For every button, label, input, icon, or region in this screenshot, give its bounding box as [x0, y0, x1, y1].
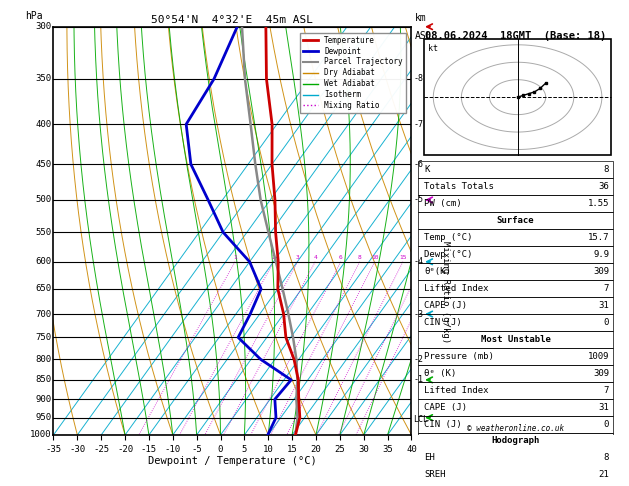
Bar — [418, 331, 613, 348]
Text: 1.55: 1.55 — [587, 199, 609, 208]
Text: 8: 8 — [358, 255, 362, 260]
Text: Mixing Ratio (g/kg): Mixing Ratio (g/kg) — [441, 241, 450, 343]
Text: 850: 850 — [36, 375, 52, 384]
Text: 0: 0 — [604, 318, 609, 327]
Text: 400: 400 — [36, 120, 52, 129]
Text: Lifted Index: Lifted Index — [424, 386, 489, 395]
Text: 7: 7 — [604, 284, 609, 293]
Text: 900: 900 — [36, 395, 52, 404]
Bar — [418, 212, 613, 229]
Bar — [418, 467, 613, 484]
Text: Hodograph: Hodograph — [491, 436, 540, 446]
Text: 700: 700 — [36, 310, 52, 318]
Text: LCL: LCL — [413, 415, 428, 424]
Text: Pressure (mb): Pressure (mb) — [424, 352, 494, 361]
Text: 7: 7 — [604, 386, 609, 395]
Bar — [418, 348, 613, 365]
Title: 50°54'N  4°32'E  45m ASL: 50°54'N 4°32'E 45m ASL — [152, 15, 313, 25]
Text: PW (cm): PW (cm) — [424, 199, 462, 208]
Text: Lifted Index: Lifted Index — [424, 284, 489, 293]
Bar — [418, 416, 613, 433]
Text: 1009: 1009 — [587, 352, 609, 361]
Text: 10: 10 — [371, 255, 379, 260]
Text: EH: EH — [424, 453, 435, 463]
Bar — [418, 365, 613, 382]
Text: CAPE (J): CAPE (J) — [424, 402, 467, 412]
Text: 750: 750 — [36, 333, 52, 342]
Text: 309: 309 — [593, 369, 609, 378]
Bar — [418, 433, 613, 450]
Text: 31: 31 — [598, 402, 609, 412]
Text: θᵉ(K): θᵉ(K) — [424, 267, 451, 276]
Text: CAPE (J): CAPE (J) — [424, 301, 467, 310]
Bar — [418, 314, 613, 331]
Text: Dewp (°C): Dewp (°C) — [424, 250, 472, 259]
Text: -5: -5 — [413, 195, 423, 205]
Text: 31: 31 — [598, 301, 609, 310]
Text: 8: 8 — [604, 453, 609, 463]
Text: hPa: hPa — [25, 11, 42, 20]
Text: Most Unstable: Most Unstable — [481, 335, 550, 344]
Text: 300: 300 — [36, 22, 52, 31]
Text: K: K — [424, 165, 430, 174]
Text: 450: 450 — [36, 160, 52, 169]
Text: -7: -7 — [413, 120, 423, 129]
Text: 800: 800 — [36, 355, 52, 364]
Text: -1: -1 — [413, 375, 423, 384]
Text: 4: 4 — [313, 255, 317, 260]
Bar — [418, 382, 613, 399]
Bar — [418, 484, 613, 486]
Text: 650: 650 — [36, 284, 52, 294]
Bar — [418, 229, 613, 246]
Bar — [424, 39, 611, 156]
Text: 9.9: 9.9 — [593, 250, 609, 259]
Text: 15.7: 15.7 — [587, 233, 609, 242]
Bar — [418, 246, 613, 263]
Text: -4: -4 — [413, 257, 423, 266]
Text: 1000: 1000 — [30, 431, 52, 439]
Text: 0: 0 — [604, 419, 609, 429]
Bar — [418, 195, 613, 212]
Text: 950: 950 — [36, 413, 52, 422]
Text: SREH: SREH — [424, 470, 445, 479]
Text: ASL: ASL — [415, 31, 433, 41]
Text: 550: 550 — [36, 228, 52, 237]
Text: 8: 8 — [604, 165, 609, 174]
Text: km: km — [415, 13, 426, 23]
Text: 500: 500 — [36, 195, 52, 205]
Text: Totals Totals: Totals Totals — [424, 182, 494, 191]
Text: CIN (J): CIN (J) — [424, 419, 462, 429]
Text: θᵉ (K): θᵉ (K) — [424, 369, 456, 378]
Bar — [418, 450, 613, 467]
Text: 309: 309 — [593, 267, 609, 276]
Text: 08.06.2024  18GMT  (Base: 18): 08.06.2024 18GMT (Base: 18) — [425, 31, 606, 41]
Bar — [418, 280, 613, 297]
Text: Temp (°C): Temp (°C) — [424, 233, 472, 242]
Text: 36: 36 — [598, 182, 609, 191]
Text: -3: -3 — [413, 310, 423, 318]
Text: 3: 3 — [296, 255, 299, 260]
Bar — [418, 178, 613, 195]
Bar — [418, 399, 613, 416]
Text: kt: kt — [428, 44, 438, 53]
Text: -6: -6 — [413, 160, 423, 169]
Legend: Temperature, Dewpoint, Parcel Trajectory, Dry Adiabat, Wet Adiabat, Isotherm, Mi: Temperature, Dewpoint, Parcel Trajectory… — [299, 33, 406, 113]
Text: 2: 2 — [272, 255, 276, 260]
Text: CIN (J): CIN (J) — [424, 318, 462, 327]
Text: 21: 21 — [598, 470, 609, 479]
Text: 6: 6 — [339, 255, 343, 260]
Bar — [418, 263, 613, 280]
Text: 350: 350 — [36, 74, 52, 84]
Bar — [418, 161, 613, 178]
Text: 600: 600 — [36, 257, 52, 266]
Text: 15: 15 — [399, 255, 407, 260]
Text: 1: 1 — [233, 255, 237, 260]
Text: Surface: Surface — [497, 216, 534, 225]
X-axis label: Dewpoint / Temperature (°C): Dewpoint / Temperature (°C) — [148, 456, 317, 467]
Text: -8: -8 — [413, 74, 423, 84]
Text: -2: -2 — [413, 355, 423, 364]
Text: © weatheronline.co.uk: © weatheronline.co.uk — [467, 424, 564, 433]
Bar — [418, 297, 613, 314]
